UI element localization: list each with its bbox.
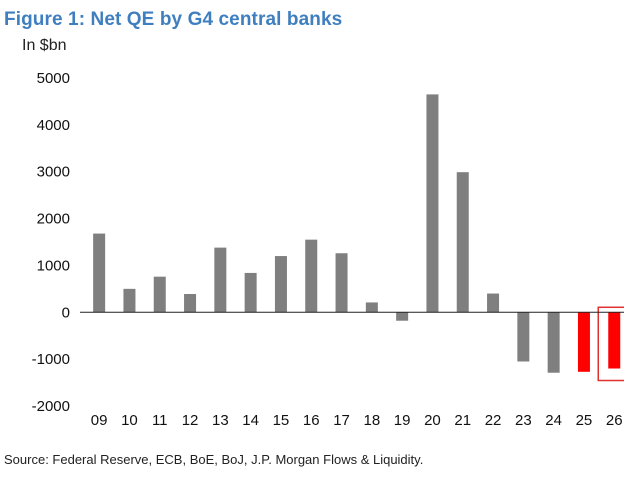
y-tick-label: -1000 <box>32 351 70 368</box>
y-tick-label: 5000 <box>37 70 70 87</box>
x-tick-label: 18 <box>364 412 381 429</box>
chart-title: Figure 1: Net QE by G4 central banks <box>4 9 343 30</box>
bar-10 <box>123 288 136 313</box>
x-tick-label: 15 <box>273 412 290 429</box>
x-tick-label: 13 <box>212 412 229 429</box>
bar-15 <box>274 256 287 313</box>
source-note: Source: Federal Reserve, ECB, BoE, BoJ, … <box>4 452 424 467</box>
x-tick-label: 22 <box>485 412 502 429</box>
bar-14 <box>244 272 257 313</box>
bar-20 <box>426 94 439 313</box>
y-tick-label: -2000 <box>32 398 70 415</box>
x-tick-label: 16 <box>303 412 320 429</box>
bar-23 <box>517 312 530 362</box>
x-tick-label: 21 <box>454 412 471 429</box>
x-tick-label: 14 <box>242 412 259 429</box>
x-tick-label: 26 <box>606 412 623 429</box>
y-axis-unit-label: In $bn <box>22 37 67 54</box>
x-tick-label: 10 <box>121 412 138 429</box>
bar-24 <box>547 312 560 373</box>
bar-09 <box>93 233 106 313</box>
y-tick-label: 0 <box>62 304 70 321</box>
x-tick-label: 09 <box>91 412 108 429</box>
x-tick-label: 17 <box>333 412 350 429</box>
x-tick-label: 11 <box>152 412 168 429</box>
bar-13 <box>214 247 227 313</box>
bar-12 <box>184 294 197 313</box>
x-tick-label: 20 <box>424 412 441 429</box>
y-tick-label: 2000 <box>37 211 70 228</box>
x-tick-label: 19 <box>394 412 411 429</box>
bar-25 <box>577 312 590 372</box>
y-tick-label: 4000 <box>37 117 70 134</box>
bar-18 <box>365 302 378 313</box>
bar-26 <box>608 312 621 369</box>
bar-22 <box>487 293 500 313</box>
x-tick-label: 12 <box>182 412 199 429</box>
highlight-box <box>597 306 624 382</box>
bar-16 <box>305 239 318 313</box>
bar-chart: 5000 4000 3000 2000 1000 0 -1000 -2000 09 10 11 12… <box>32 70 624 429</box>
bar-11 <box>153 276 166 313</box>
bar-19 <box>396 312 409 321</box>
x-tick-label: 23 <box>515 412 532 429</box>
y-tick-label: 3000 <box>37 164 70 181</box>
bar-21 <box>456 172 469 313</box>
y-tick-label: 1000 <box>37 257 70 274</box>
bar-17 <box>335 253 348 313</box>
x-tick-label: 24 <box>545 412 562 429</box>
x-tick-label: 25 <box>576 412 593 429</box>
